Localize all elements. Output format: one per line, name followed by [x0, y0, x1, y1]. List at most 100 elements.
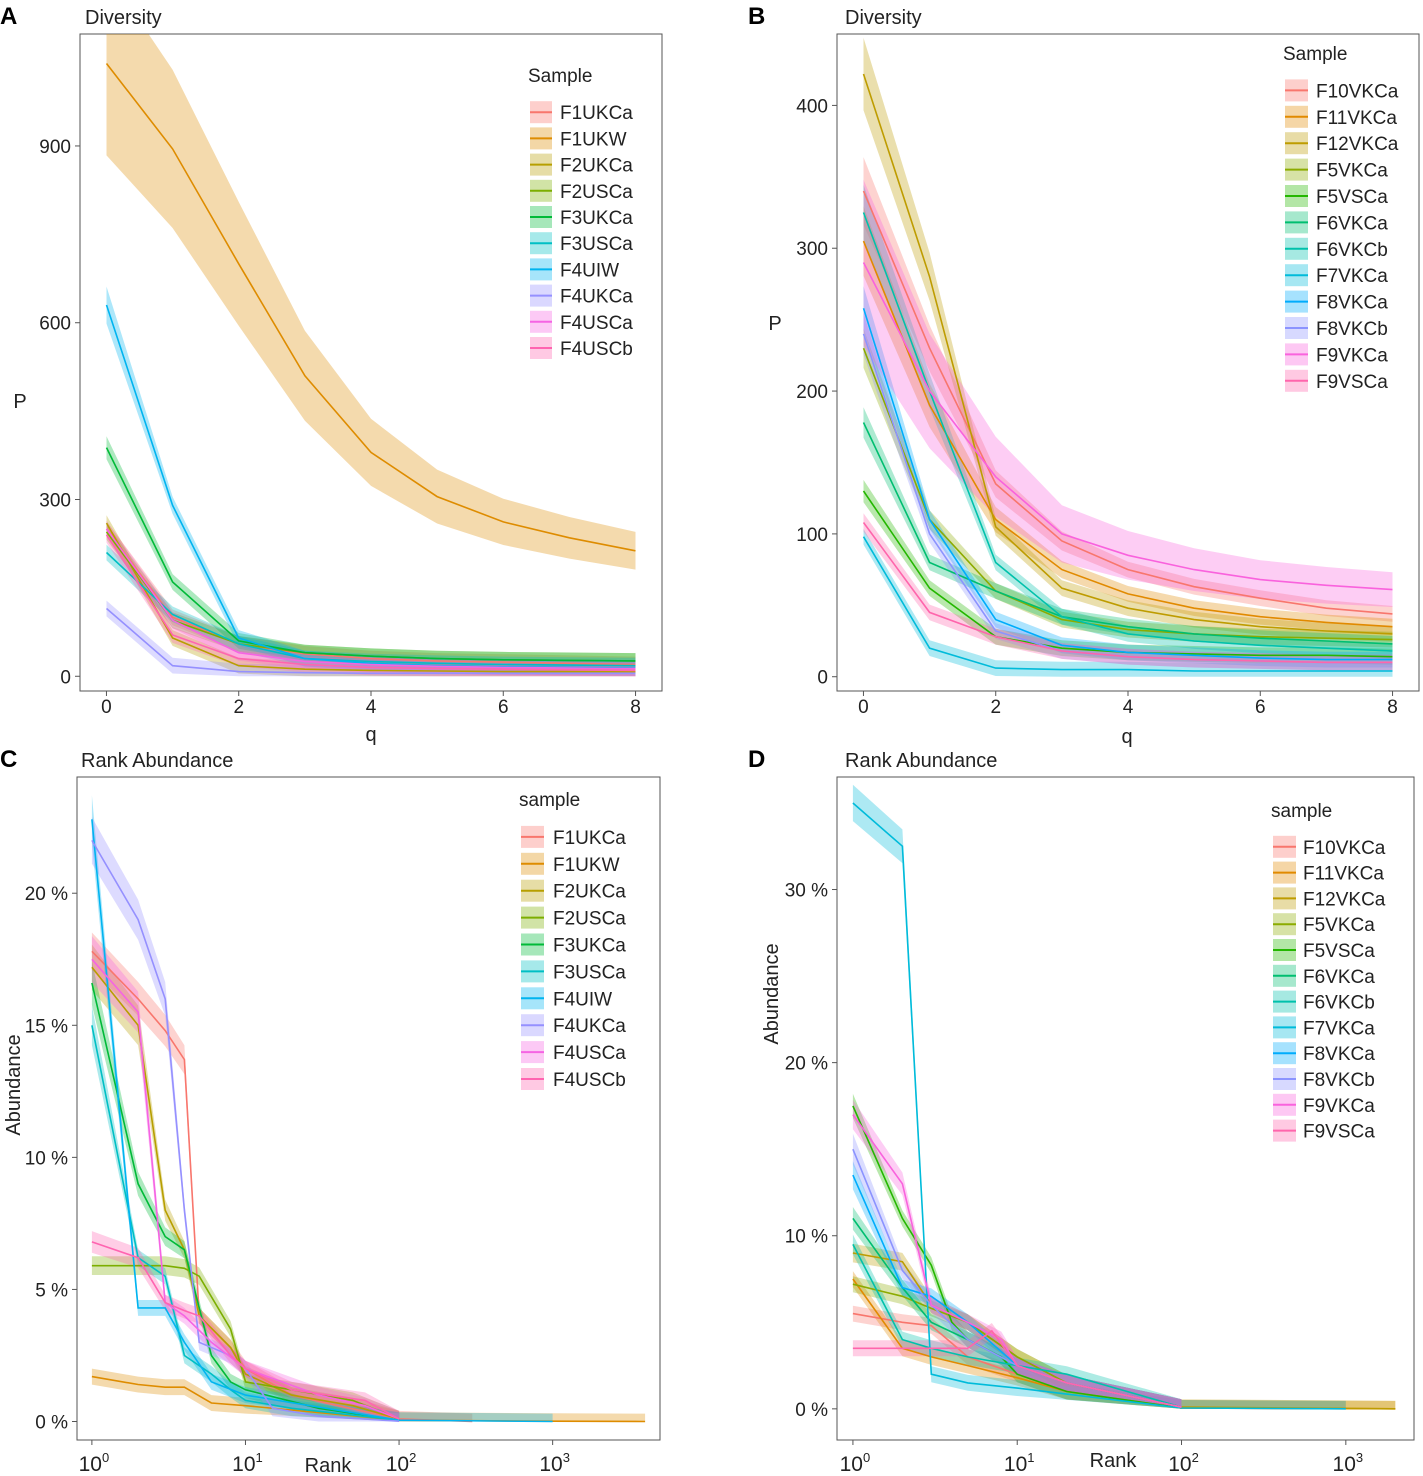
series-line-F7VKCa: [852, 802, 1346, 1410]
panel-letter: A: [0, 3, 17, 30]
x-tick-label: 2: [233, 697, 244, 718]
legend-item: F11VKCa: [1273, 861, 1384, 885]
series-line-F4UIW: [91, 819, 553, 1423]
series-line-F9VSCa: [862, 522, 1393, 664]
plot-frame: [76, 776, 661, 1441]
panel-letter: B: [748, 3, 765, 30]
legend-label: F4USCa: [560, 313, 633, 334]
x-tick-exponent: 1: [256, 1450, 263, 1465]
x-axis-label: q: [1121, 726, 1132, 748]
series-line-F2UKCa: [105, 522, 636, 673]
x-tick-label: 101: [232, 1450, 263, 1476]
legend-label: F2USCa: [560, 182, 633, 203]
legend-item: F5VKCa: [1273, 913, 1375, 936]
y-tick-label: 100: [796, 525, 828, 546]
x-tick-label: 100: [840, 1450, 871, 1476]
legend-title: Sample: [1283, 44, 1347, 65]
series-line-F1UKW: [105, 63, 636, 552]
legend-label: F8VKCb: [1303, 1070, 1375, 1091]
x-tick-label: 103: [1333, 1450, 1364, 1476]
series-band-F6VKCb: [852, 1234, 1182, 1409]
legend-label: F2USCa: [553, 909, 626, 930]
x-tick-label: 102: [386, 1450, 417, 1476]
legend-item: F2UKCa: [530, 153, 633, 177]
legend-label: F7VKCa: [1316, 266, 1388, 287]
x-tick-label: 8: [1387, 697, 1398, 718]
series-line-F4USCa: [105, 528, 636, 670]
series-line-F2UKCa: [91, 966, 400, 1420]
legend-item: F4USCb: [521, 1068, 626, 1091]
series-band-F4USCa: [91, 936, 400, 1422]
y-tick-label: 200: [796, 382, 828, 403]
panel-A: A Diversity 0 300 600 900 0 2 4 6 8 q P Sample F1UKCa F…: [0, 3, 663, 746]
chart-title: Rank Abundance: [81, 750, 233, 772]
legend-label: F8VKCb: [1316, 319, 1388, 340]
legend-label: F6VKCb: [1316, 240, 1388, 261]
legend-label: F6VKCa: [1303, 967, 1375, 988]
x-axis-label: Rank: [305, 1455, 353, 1476]
legend-item: F1UKCa: [521, 825, 626, 849]
legend-item: F4UIW: [530, 258, 619, 281]
legend-label: F1UKW: [553, 855, 620, 876]
series-line-F11VKCa: [862, 240, 1393, 628]
legend-item: F1UKW: [530, 127, 627, 150]
legend-item: F12VKCa: [1285, 132, 1399, 155]
legend: Sample F1UKCa F1UKW F2UKCa F2USCa F3UKCa F3USC…: [528, 66, 633, 360]
series-band-F2UKCa: [91, 944, 400, 1422]
legend-label: F10VKCa: [1316, 81, 1399, 102]
y-axis-label: Abundance: [761, 943, 783, 1044]
plot-area: [105, 34, 636, 677]
legend-label: F1UKCa: [553, 828, 626, 849]
plot-frame: [836, 776, 1415, 1441]
legend-label: F1UKW: [560, 129, 627, 150]
legend-item: F8VKCa: [1285, 290, 1388, 314]
y-tick-label: 0: [817, 668, 828, 689]
legend-label: F3USCa: [553, 962, 626, 983]
series-line-F4USCb: [105, 534, 636, 672]
y-tick-label: 900: [39, 137, 71, 158]
legend-label: F4USCa: [553, 1043, 626, 1064]
x-tick-exponent: 0: [102, 1450, 109, 1465]
series-line-F7VKCa: [862, 536, 1393, 672]
legend-item: F8VKCa: [1273, 1042, 1375, 1065]
plot-area: [862, 37, 1393, 677]
legend-label: F9VKCa: [1303, 1096, 1375, 1117]
legend-item: F6VKCb: [1273, 990, 1375, 1014]
panel-B: B Diversity 0 100 200 300 400 0 2 4 6 8 q P Sample F10V…: [748, 3, 1420, 748]
panel-letter: C: [0, 746, 17, 773]
legend-item: F2USCa: [530, 179, 633, 203]
lines: [862, 73, 1393, 672]
legend-label: F1UKCa: [560, 103, 633, 124]
series-line-F12VKCa: [862, 73, 1393, 635]
y-tick-label: 5 %: [35, 1280, 68, 1301]
legend-item: F11VKCa: [1285, 105, 1397, 129]
x-tick-label: 6: [498, 697, 509, 718]
legend: Sample F10VKCa F11VKCa F12VKCa F5VKCa F5VSCa F…: [1283, 44, 1399, 393]
x-tick-exponent: 3: [563, 1450, 570, 1465]
legend-title: sample: [519, 790, 580, 811]
x-tick-label: 0: [858, 697, 869, 718]
legend-item: F2UKCa: [521, 879, 626, 903]
series-band-F1UKW: [91, 1368, 646, 1422]
x-tick-label: 100: [79, 1450, 110, 1476]
legend-item: F5VSCa: [1273, 939, 1375, 962]
legend-item: F9VSCa: [1285, 369, 1388, 393]
legend-label: F11VKCa: [1303, 864, 1384, 885]
legend-item: F4USCa: [530, 310, 633, 334]
legend-item: F9VKCa: [1285, 343, 1388, 366]
legend-label: F4UIW: [553, 989, 612, 1010]
series-line-F4USCb: [91, 1241, 400, 1420]
legend-label: F6VKCb: [1303, 993, 1375, 1014]
legend-item: F3USCa: [530, 232, 633, 255]
legend-item: F1UKW: [521, 852, 620, 876]
legend-label: F9VSCa: [1316, 372, 1388, 393]
x-tick-exponent: 0: [863, 1450, 870, 1465]
legend-label: F9VKCa: [1316, 345, 1388, 366]
y-tick-label: 20 %: [785, 1054, 828, 1075]
legend-label: F5VSCa: [1316, 187, 1388, 208]
lines: [105, 63, 636, 675]
legend-label: F2UKCa: [560, 156, 633, 177]
x-tick-label: 102: [1168, 1450, 1199, 1476]
legend-item: F5VKCa: [1285, 158, 1388, 182]
